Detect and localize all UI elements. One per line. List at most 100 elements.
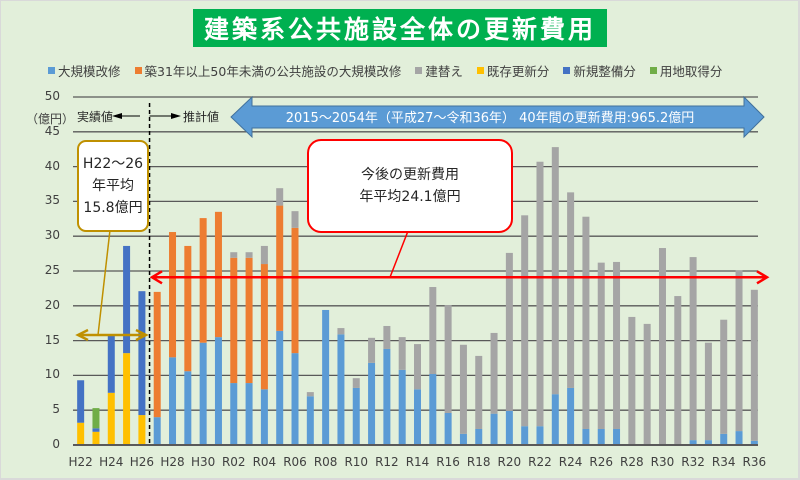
bar-segment [184, 245, 192, 372]
bar-segment [475, 428, 483, 445]
bar-segment [536, 161, 544, 427]
y-tick-label: 0 [52, 437, 60, 451]
callout-future-average: 今後の更新費用 年平均24.1億円 [307, 139, 513, 233]
y-tick-label: 20 [44, 297, 60, 312]
bar-segment [658, 248, 666, 445]
bar-segment [169, 232, 177, 358]
x-tick-label: H26 [129, 455, 155, 469]
x-tick-label: H24 [99, 455, 124, 469]
x-tick-label: R22 [528, 455, 552, 469]
period-banner-text: 2015～2054年（平成27～令和36年） 40年間の更新費用:965.2億円 [285, 110, 695, 126]
bar-segment [459, 344, 467, 434]
actual-label: 実績値 [77, 110, 114, 124]
bar-segment [505, 252, 513, 411]
legend-item: 築31年以上50年未満の公共施設の大規模改修 [134, 62, 401, 79]
bar-segment [77, 422, 85, 445]
bar-segment [138, 415, 146, 445]
bar-segment [521, 215, 529, 427]
x-tick-label: H22 [68, 455, 93, 469]
legend-label: 建替え [425, 63, 463, 79]
y-tick-label: 30 [44, 228, 60, 243]
legend-item: 新規整備分 [563, 62, 636, 79]
x-tick-label: R28 [620, 455, 644, 469]
bar-segment [230, 383, 238, 445]
bar-segment [291, 211, 299, 228]
bar-segment [199, 218, 207, 343]
arrow-left-icon [75, 328, 89, 342]
legend-label: 既存更新分 [486, 63, 550, 79]
bar-segment [123, 245, 131, 354]
legend-swatch-icon [649, 66, 657, 74]
bar-segment [551, 394, 559, 445]
bar-segment [123, 353, 131, 445]
y-axis-unit: （億円） [26, 112, 75, 126]
x-tick-label: R14 [405, 455, 430, 469]
arrow-left-icon [112, 113, 122, 119]
bar-segment [291, 353, 299, 445]
bar-segment [306, 396, 314, 445]
bar-segment [582, 428, 590, 445]
bar-segment [597, 262, 605, 429]
bar-segment [383, 325, 391, 349]
y-tick-label: 15 [44, 332, 60, 347]
legend-swatch-icon [563, 66, 571, 74]
x-tick-label: R06 [283, 455, 307, 469]
bar-segment [169, 357, 177, 445]
bar-segment [414, 344, 421, 390]
bar-segment [444, 412, 452, 445]
y-tick-label: 40 [44, 158, 60, 173]
callout-line: 15.8億円 [83, 200, 143, 216]
bar-segment [260, 245, 268, 265]
bar-segment [597, 428, 605, 445]
x-tick-label: R02 [221, 455, 246, 469]
bar-segment [352, 387, 360, 445]
legend-swatch-icon [476, 66, 484, 74]
bar-segment [306, 392, 314, 397]
bar-segment [398, 337, 406, 370]
callout-line: 年平均24.1億円 [359, 189, 461, 205]
legend-label: 新規整備分 [573, 63, 636, 79]
x-tick-label: R26 [589, 455, 614, 469]
x-tick-label: R20 [497, 455, 522, 469]
legend-label: 用地取得分 [659, 63, 723, 79]
x-tick-label: R12 [375, 455, 399, 469]
bar-segment [107, 392, 115, 445]
chart-legend: 大規模改修 築31年以上50年未満の公共施設の大規模改修 建替え 既存更新分 新規整備分… [48, 62, 723, 79]
bar-segment [750, 289, 758, 441]
x-tick-label: R36 [742, 455, 767, 469]
legend-label: 大規模改修 [58, 63, 121, 79]
x-tick-label: R32 [681, 455, 705, 469]
y-tick-label: 45 [44, 123, 60, 138]
x-tick-label: R16 [436, 455, 460, 469]
bar-segment [398, 369, 406, 445]
bar-segment [368, 337, 376, 363]
legend-item: 大規模改修 [48, 62, 121, 79]
bar-segment [490, 332, 498, 414]
bar-segment [153, 291, 161, 418]
callout-pointer [389, 230, 409, 278]
bar-segment [368, 362, 376, 445]
x-tick-label: R08 [313, 455, 338, 469]
callout-past-average: H22～26 年平均 15.8億円 [77, 140, 149, 232]
y-tick-label: 10 [44, 367, 60, 382]
bar-segment [536, 426, 544, 445]
bar-segment [505, 410, 513, 445]
bar-segment [337, 334, 345, 445]
legend-swatch-icon [48, 66, 55, 74]
bar-segment [704, 440, 712, 445]
estimate-label: 推計値 [183, 110, 220, 124]
arrow-right-icon [135, 328, 149, 342]
bar-segment [551, 147, 559, 395]
callout-line: 年平均 [92, 178, 134, 194]
bar-segment [260, 264, 268, 390]
bar-segment [674, 296, 682, 445]
bar-segment [429, 374, 437, 445]
bar-segment [735, 431, 743, 445]
bar-segment [475, 355, 483, 429]
x-tick-label: R24 [558, 455, 583, 469]
bar-segment [214, 211, 222, 338]
arrow-left-icon [149, 270, 163, 285]
callout-line: 今後の更新費用 [361, 167, 459, 183]
bar-segment [628, 316, 636, 445]
bar-segment [245, 257, 253, 384]
